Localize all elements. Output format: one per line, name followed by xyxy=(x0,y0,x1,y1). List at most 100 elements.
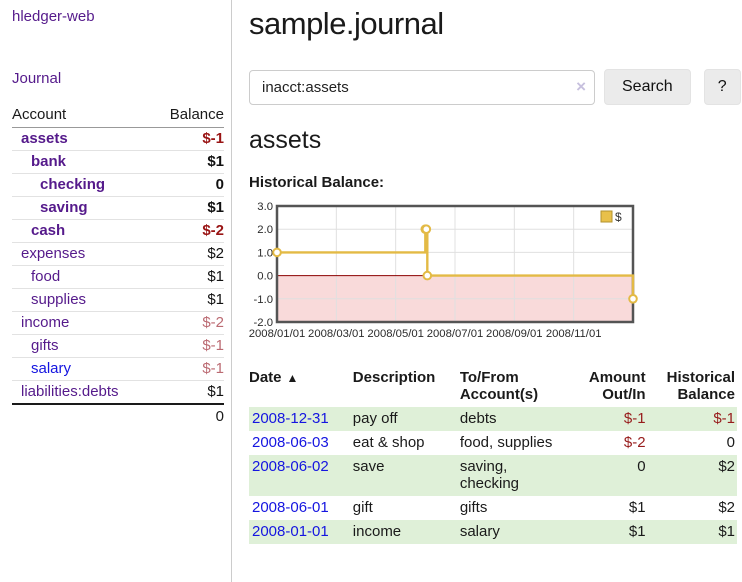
account-heading: assets xyxy=(249,126,322,154)
transaction-amount: $1 xyxy=(628,523,646,540)
account-row: food $1 xyxy=(12,265,224,289)
register-header-amount: Amount Out/In xyxy=(588,369,646,403)
chart-border xyxy=(275,204,635,324)
transaction-balance: $2 xyxy=(718,458,735,475)
search-input[interactable] xyxy=(249,69,595,105)
chart-x-tick-label: 2008/09/01 xyxy=(486,328,543,340)
register-header-description: Description xyxy=(352,369,436,386)
chart-x-tick-label: 2008/01/01 xyxy=(249,328,305,340)
accounts-table: Account Balance assets $-1 bank $1 checking 0… xyxy=(12,103,224,428)
legend-label: $ xyxy=(615,210,622,224)
chart-y-tick-label: 2.0 xyxy=(257,224,273,236)
account-balance: 0 xyxy=(152,173,224,197)
register-row: 2008-06-01 gift gifts $1 $2 xyxy=(249,496,737,520)
sidebar-account-link[interactable]: salary xyxy=(31,360,72,377)
register-header-tofrom: To/From Account(s) xyxy=(459,369,539,403)
transaction-balance: 0 xyxy=(726,434,735,451)
sidebar-account-link[interactable]: assets xyxy=(21,130,68,147)
search-form: × Search ? xyxy=(249,69,741,105)
account-row: income $-2 xyxy=(12,311,224,335)
transaction-description: income xyxy=(352,523,402,540)
accounts-body: assets $-1 bank $1 checking 0 saving $1 cash $-2 e… xyxy=(12,127,224,405)
transaction-accounts: salary xyxy=(459,523,500,540)
account-balance: $-2 xyxy=(152,219,224,243)
transaction-amount: $-2 xyxy=(623,434,646,451)
account-row: gifts $-1 xyxy=(12,334,224,358)
transaction-date-link[interactable]: 2008-01-01 xyxy=(252,523,329,540)
sidebar-account-link[interactable]: supplies xyxy=(31,291,87,308)
transaction-description: eat & shop xyxy=(352,434,425,451)
account-row: expenses $2 xyxy=(12,242,224,266)
transaction-date-link[interactable]: 2008-12-31 xyxy=(252,410,329,427)
page-title: sample.journal xyxy=(249,6,444,41)
help-button[interactable]: ? xyxy=(703,69,741,105)
accounts-total-row: 0 xyxy=(12,403,224,428)
transaction-date-link[interactable]: 2008-06-03 xyxy=(252,434,329,451)
account-balance: $1 xyxy=(152,150,224,174)
transaction-date-link[interactable]: 2008-06-02 xyxy=(252,458,329,475)
transaction-balance: $1 xyxy=(718,523,735,540)
sidebar-account-link[interactable]: income xyxy=(21,314,70,331)
sidebar-item-journal[interactable]: Journal xyxy=(12,70,62,87)
transaction-accounts: debts xyxy=(459,410,497,427)
transaction-description: pay off xyxy=(352,410,398,427)
chart-y-tick-label: -1.0 xyxy=(254,294,273,306)
chart-y-tick-label: -2.0 xyxy=(254,317,273,329)
transaction-description: gift xyxy=(352,499,373,516)
chart-y-tick-label: 0.0 xyxy=(257,271,273,283)
register-header-date[interactable]: Date ▲ xyxy=(249,369,299,386)
sidebar-account-link[interactable]: gifts xyxy=(31,337,59,354)
brand-link[interactable]: hledger-web xyxy=(12,8,95,25)
search-box: × xyxy=(249,69,595,105)
transaction-balance: $-1 xyxy=(713,410,735,427)
accounts-total-value: 0 xyxy=(152,403,224,428)
register-row: 2008-06-02 save saving, checking 0 $2 xyxy=(249,455,737,496)
account-row: saving $1 xyxy=(12,196,224,220)
register-body: 2008-12-31 pay off debts $-1 $-1 2008-06-03 ea… xyxy=(249,407,737,544)
sidebar-account-link[interactable]: food xyxy=(31,268,61,285)
transaction-amount: $1 xyxy=(628,499,646,516)
transaction-accounts: gifts xyxy=(459,499,488,516)
transaction-accounts: food, supplies xyxy=(459,434,553,451)
chart-y-tick-label: 3.0 xyxy=(257,202,273,213)
register-header-row: Date ▲ Description To/From Account(s) Amo… xyxy=(249,367,737,407)
chart-x-tick-label: 2008/03/01 xyxy=(308,328,365,340)
search-button[interactable]: Search xyxy=(604,69,691,105)
clear-search-icon[interactable]: × xyxy=(576,76,586,96)
chart-x-tick-label: 2008/05/01 xyxy=(367,328,424,340)
account-balance: $1 xyxy=(207,383,224,400)
account-balance: $1 xyxy=(152,265,224,289)
sidebar-account-link[interactable]: liabilities:debts xyxy=(21,383,119,400)
register-row: 2008-01-01 income salary $1 $1 xyxy=(249,520,737,544)
chart-title: Historical Balance: xyxy=(249,174,385,191)
sort-asc-icon: ▲ xyxy=(286,371,299,385)
chart-data-marker xyxy=(421,224,432,235)
register-row: 2008-12-31 pay off debts $-1 $-1 xyxy=(249,407,737,431)
sidebar-account-link[interactable]: saving xyxy=(40,199,88,216)
transaction-date-link[interactable]: 2008-06-01 xyxy=(252,499,329,516)
sidebar-account-link[interactable]: checking xyxy=(40,176,106,193)
account-balance: $2 xyxy=(152,242,224,266)
sidebar-account-link[interactable]: expenses xyxy=(21,245,86,262)
account-row: checking 0 xyxy=(12,173,224,197)
register-table: Date ▲ Description To/From Account(s) Amo… xyxy=(249,367,737,544)
account-row: salary $-1 xyxy=(12,357,224,381)
account-row: bank $1 xyxy=(12,150,224,174)
chart-y-tick-label: 1.0 xyxy=(257,247,273,259)
sidebar-account-link[interactable]: cash xyxy=(31,222,66,239)
legend-swatch xyxy=(600,210,613,223)
chart-data-marker xyxy=(272,247,282,258)
register-row: 2008-06-03 eat & shop food, supplies $-2 0 xyxy=(249,431,737,455)
account-balance: $-1 xyxy=(152,127,224,151)
transaction-description: save xyxy=(352,458,385,475)
account-row: supplies $1 xyxy=(12,288,224,312)
main-content: sample.journal × Search ? assets Histori… xyxy=(232,0,742,582)
account-row: cash $-2 xyxy=(12,219,224,243)
transaction-balance: $2 xyxy=(718,499,735,516)
sidebar-account-link[interactable]: bank xyxy=(31,153,67,170)
chart-data-marker xyxy=(628,294,638,304)
transaction-accounts: saving, checking xyxy=(459,458,520,492)
transaction-amount: $-1 xyxy=(623,410,646,427)
balance-chart: 2008/01/01 2008/03/01 2008/05/01 2008/07/01… xyxy=(249,201,741,350)
sidebar: hledger-web Journal Account Balance asse… xyxy=(0,0,232,582)
